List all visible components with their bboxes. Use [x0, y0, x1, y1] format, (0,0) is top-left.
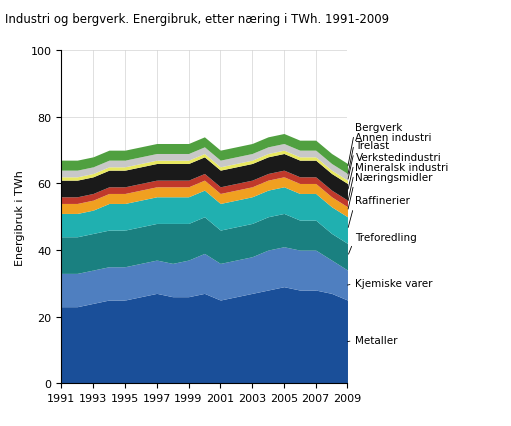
- Text: Bergverk: Bergverk: [348, 123, 403, 167]
- Text: Raffinerier: Raffinerier: [348, 196, 410, 228]
- Y-axis label: Energibruk i TWh: Energibruk i TWh: [15, 170, 25, 265]
- Text: Industri og bergverk. Energibruk, etter næring i TWh. 1991-2009: Industri og bergverk. Energibruk, etter …: [5, 13, 389, 26]
- Text: Næringsmidler: Næringsmidler: [348, 173, 433, 210]
- Text: Metaller: Metaller: [347, 335, 398, 345]
- Text: Kjemiske varer: Kjemiske varer: [347, 279, 433, 289]
- Text: Trelast: Trelast: [348, 141, 390, 180]
- Text: Annen industri: Annen industri: [348, 132, 432, 175]
- Text: Mineralsk industri: Mineralsk industri: [348, 162, 449, 201]
- Text: Verkstedindustri: Verkstedindustri: [348, 153, 441, 190]
- Text: Treforedling: Treforedling: [349, 232, 417, 255]
